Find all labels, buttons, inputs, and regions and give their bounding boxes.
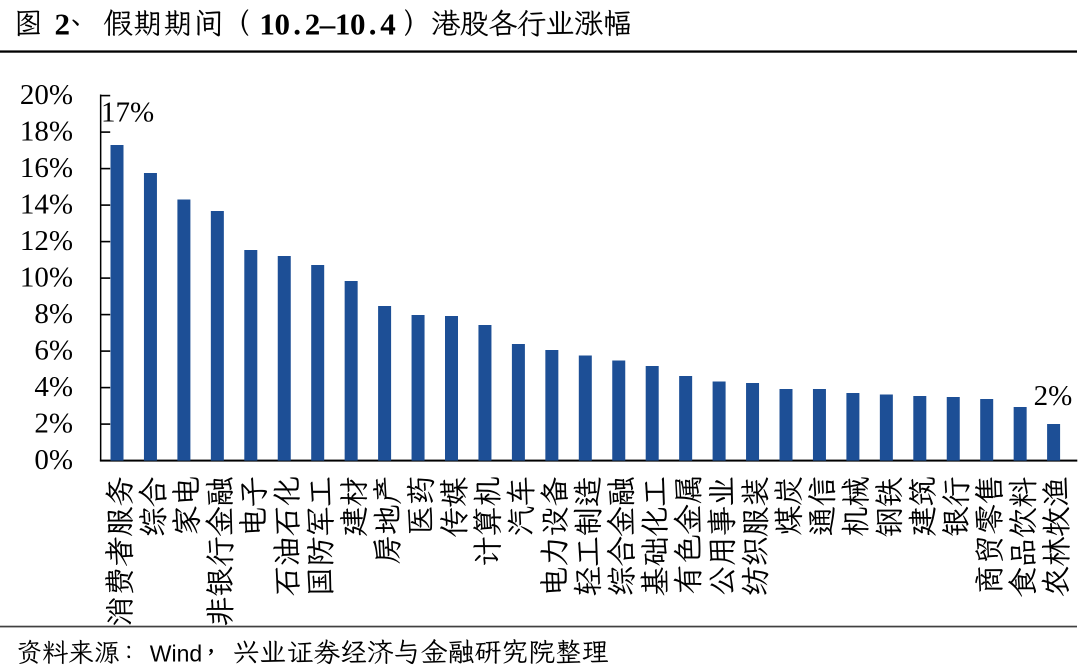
svg-text:17%: 17% xyxy=(101,97,154,129)
svg-text:4%: 4% xyxy=(34,371,73,403)
svg-text:14%: 14% xyxy=(20,188,73,220)
svg-text:2: 2 xyxy=(55,6,71,41)
svg-text:0%: 0% xyxy=(34,444,73,476)
svg-text:8%: 8% xyxy=(34,298,73,330)
svg-text:6%: 6% xyxy=(34,334,73,366)
svg-text:16%: 16% xyxy=(20,152,73,184)
svg-text:10%: 10% xyxy=(20,261,73,293)
svg-text:2%: 2% xyxy=(34,407,73,439)
svg-text:18%: 18% xyxy=(20,115,73,147)
svg-text:12%: 12% xyxy=(20,225,73,257)
svg-text:Wind: Wind xyxy=(150,640,202,666)
svg-text:10.2–10.4: 10.2–10.4 xyxy=(259,6,395,41)
svg-text:20%: 20% xyxy=(20,79,73,111)
svg-text:2%: 2% xyxy=(1034,380,1073,412)
